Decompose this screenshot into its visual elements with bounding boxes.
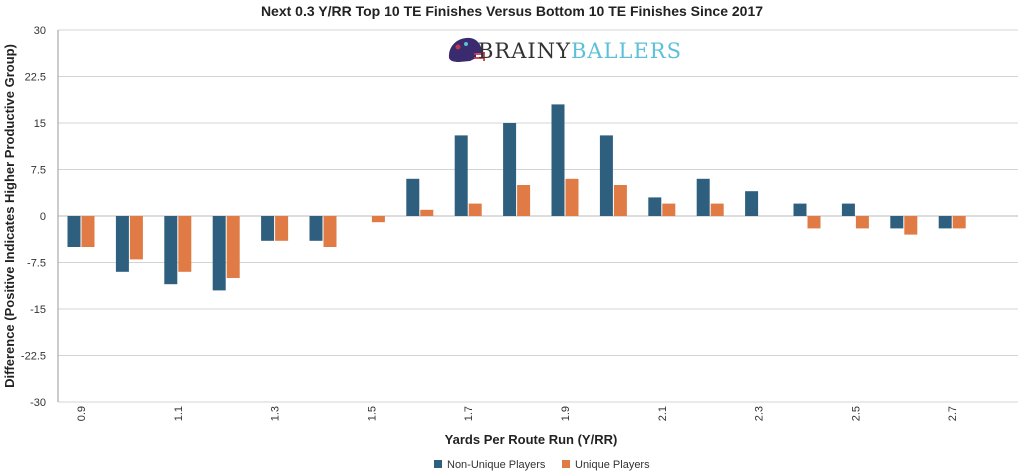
y-axis-title: Difference (Positive Indicates Higher Pr… (2, 44, 17, 388)
bar-unique-1 (129, 216, 143, 260)
bar-non-unique-1-9 (551, 104, 565, 216)
bar-unique-1-5 (371, 216, 385, 223)
bars (67, 104, 966, 291)
bar-unique-2-7 (952, 216, 966, 229)
bar-non-unique-1 (115, 216, 129, 272)
bar-non-unique-1-2 (212, 216, 226, 291)
bar-unique-2-1 (662, 203, 676, 216)
x-tick-label: 2.5 (850, 406, 862, 421)
y-tick-label: 7.5 (31, 165, 46, 177)
legend-label: Non-Unique Players (447, 459, 546, 471)
bar-unique-1-6 (420, 209, 434, 216)
bar-non-unique-2-4 (793, 203, 807, 216)
bar-non-unique-1-3 (261, 216, 275, 241)
bar-non-unique-1-1 (164, 216, 178, 285)
chart-title: Next 0.3 Y/RR Top 10 TE Finishes Versus … (261, 3, 763, 19)
bar-unique-0-9 (81, 216, 95, 247)
bar-unique-1-1 (178, 216, 192, 272)
brand-logo: BRAINYBALLERS (448, 37, 682, 63)
legend-swatch (434, 460, 442, 468)
bar-unique-1-9 (565, 178, 579, 216)
y-tick-label: -30 (30, 397, 46, 409)
bar-unique-2-2 (710, 203, 724, 216)
brand-name-part2: BALLERS (571, 39, 682, 63)
x-tick-label: 1.3 (270, 406, 282, 421)
bar-non-unique-1-7 (454, 135, 468, 216)
bar-non-unique-0-9 (67, 216, 81, 247)
bar-unique-2-4 (807, 216, 821, 229)
bar-unique-2-5 (855, 216, 869, 229)
y-tick-label: -22.5 (21, 351, 46, 363)
bar-non-unique-2-2 (696, 178, 710, 216)
bar-non-unique-2-3 (745, 191, 759, 216)
bar-non-unique-2 (599, 135, 613, 216)
legend-swatch (562, 460, 570, 468)
bar-unique-1-8 (517, 185, 531, 216)
y-tick-label: -7.5 (27, 258, 46, 270)
bar-unique-1-7 (468, 203, 482, 216)
bar-non-unique-1-8 (503, 123, 517, 216)
y-axis-tick-labels: 30 22.5 15 7.5 0 -7.5 -15 -22.5 -30 (21, 25, 46, 409)
bar-non-unique-1-6 (406, 178, 420, 216)
bar-non-unique-2-1 (648, 197, 662, 216)
grid-lines (57, 29, 1018, 403)
bar-non-unique-2-6 (890, 216, 904, 229)
x-tick-label: 0.9 (76, 406, 88, 421)
y-tick-label: 30 (34, 25, 46, 37)
football-helmet-icon (448, 37, 485, 62)
bar-non-unique-2-5 (841, 203, 855, 216)
bar-unique-2 (613, 185, 627, 216)
x-tick-label: 1.5 (366, 406, 378, 421)
bar-non-unique-2-7 (938, 216, 952, 229)
svg-text:BRAINYBALLERS: BRAINYBALLERS (478, 39, 682, 63)
x-tick-label: 2.1 (657, 406, 669, 421)
bar-non-unique-1-4 (309, 216, 323, 241)
bar-unique-1-4 (323, 216, 337, 247)
x-axis-title: Yards Per Route Run (Y/RR) (445, 432, 618, 447)
y-tick-label: 22.5 (25, 72, 46, 84)
y-tick-label: 15 (34, 118, 46, 130)
x-tick-label: 2.3 (754, 406, 766, 421)
bar-unique-2-6 (904, 216, 918, 235)
bar-unique-1-2 (226, 216, 240, 278)
brand-name-part1: BRAINY (478, 39, 571, 63)
x-tick-label: 1.7 (463, 406, 475, 421)
x-tick-label: 2.7 (947, 406, 959, 421)
y-tick-label: 0 (40, 211, 46, 223)
legend-label: Unique Players (575, 459, 650, 471)
y-tick-label: -15 (30, 304, 46, 316)
x-tick-label: 1.1 (173, 406, 185, 421)
x-axis-tick-labels: 0.9 1.1 1.3 1.5 1.7 1.9 2.1 2.3 2.5 2.7 (76, 406, 959, 421)
x-tick-label: 1.9 (560, 406, 572, 421)
legend: Non-Unique Players Unique Players (434, 459, 650, 471)
bar-unique-1-3 (275, 216, 289, 241)
